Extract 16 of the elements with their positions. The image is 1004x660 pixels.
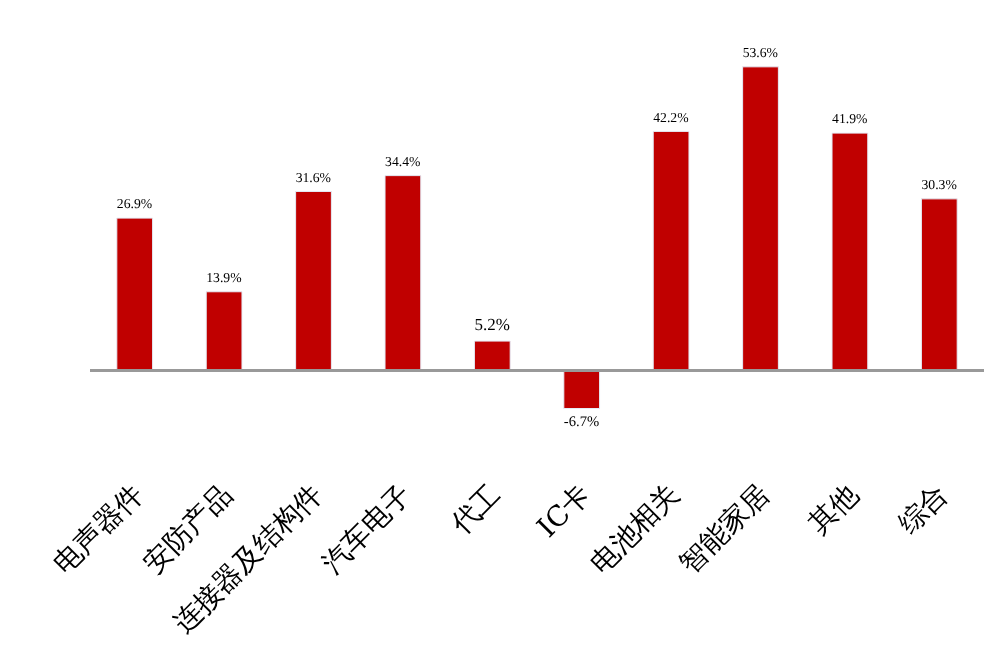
bar — [295, 190, 332, 372]
data-label: 5.2% — [474, 314, 510, 335]
x-tick-label: 代工 — [444, 478, 508, 543]
bar — [652, 130, 690, 372]
bar — [384, 175, 422, 372]
bar — [920, 198, 958, 372]
x-tick-label: IC卡 — [531, 478, 598, 545]
bar — [205, 291, 243, 372]
bar — [563, 370, 601, 409]
bar — [742, 66, 779, 372]
bar — [116, 217, 154, 372]
x-tick-label: 综合 — [892, 478, 955, 542]
bar — [831, 132, 869, 372]
x-tick-label: 其他 — [803, 478, 866, 542]
data-label: -6.7% — [563, 412, 600, 431]
bar — [473, 340, 511, 372]
